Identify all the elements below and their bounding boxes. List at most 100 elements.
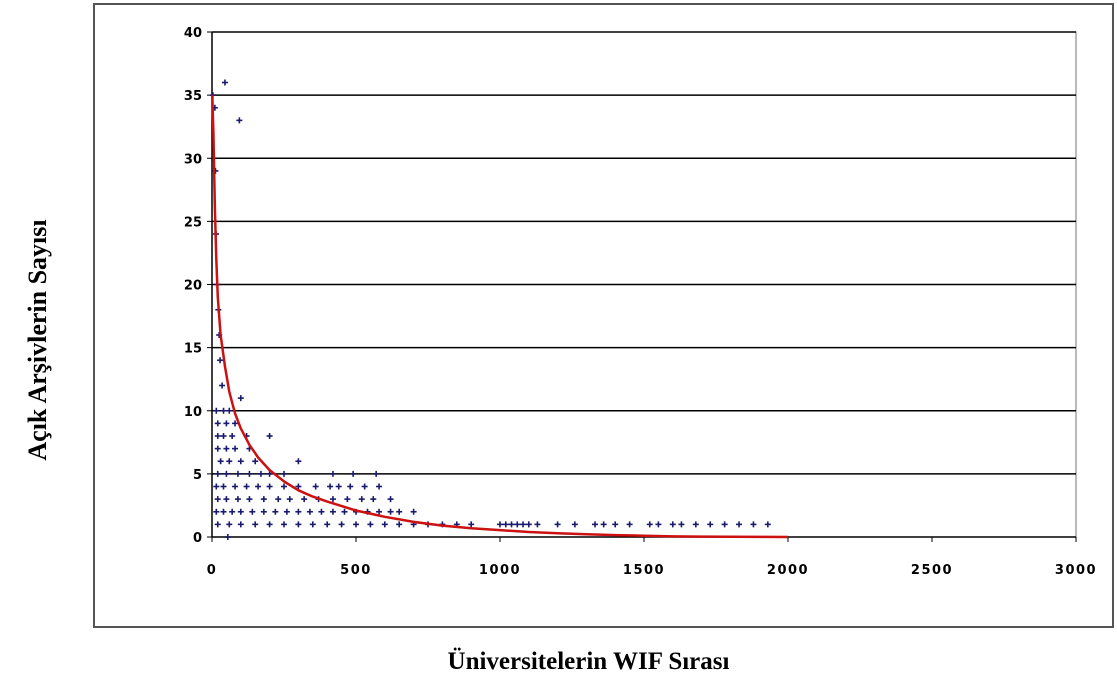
data-point [295, 521, 302, 528]
data-point [387, 496, 394, 503]
data-point [223, 445, 230, 452]
data-point [229, 508, 236, 515]
trend-line [211, 95, 789, 539]
data-point [220, 483, 227, 490]
y-tick-label: 5 [193, 468, 202, 483]
data-point [213, 407, 220, 414]
x-tick-label: 2500 [911, 563, 953, 578]
data-point [221, 79, 228, 86]
data-point [502, 521, 509, 528]
data-point [370, 496, 377, 503]
data-point [220, 407, 227, 414]
data-point [266, 470, 273, 477]
data-point [223, 496, 230, 503]
data-point [592, 521, 599, 528]
data-point [361, 483, 368, 490]
data-point [707, 521, 714, 528]
data-point [373, 470, 380, 477]
data-point [554, 521, 561, 528]
x-tick-label: 1000 [479, 563, 521, 578]
y-tick-label: 0 [193, 531, 202, 546]
data-point [243, 483, 250, 490]
x-axis-label: Üniversitelerin WIF Sırası [447, 648, 730, 675]
data-point [281, 521, 287, 528]
x-tick-label: 1500 [623, 563, 665, 578]
data-point [237, 521, 244, 528]
data-point [217, 458, 224, 465]
data-point [223, 420, 230, 427]
data-point [283, 508, 290, 515]
y-tick-label: 35 [184, 89, 202, 104]
data-point [329, 496, 336, 503]
data-point [312, 483, 319, 490]
data-point [692, 521, 699, 528]
data-point [260, 508, 267, 515]
data-point [626, 521, 633, 528]
data-point [236, 117, 243, 124]
data-point [224, 534, 231, 540]
data-point [255, 483, 262, 490]
data-point [246, 470, 253, 477]
data-point [220, 433, 227, 439]
y-tick-label: 40 [184, 26, 202, 41]
data-point [234, 496, 241, 503]
data-point [252, 521, 259, 528]
data-point [214, 420, 221, 427]
data-point [252, 458, 259, 465]
data-point [520, 521, 527, 528]
data-point [338, 521, 345, 528]
data-point [214, 521, 221, 528]
data-point [226, 458, 233, 465]
data-point [750, 521, 757, 528]
data-point [353, 521, 359, 528]
y-tick-label: 30 [184, 152, 202, 167]
data-point [295, 458, 302, 465]
data-point [497, 521, 503, 528]
data-point [213, 483, 220, 490]
y-tick-label: 20 [184, 279, 202, 294]
data-point [220, 508, 227, 515]
data-point [410, 508, 417, 515]
data-point [347, 483, 354, 490]
data-point [295, 483, 302, 490]
data-point [232, 420, 239, 427]
data-point [234, 470, 241, 477]
data-point [329, 508, 336, 515]
data-point [257, 470, 264, 477]
data-point [275, 496, 282, 503]
data-point [213, 508, 220, 515]
data-point [219, 382, 226, 389]
data-point [281, 483, 287, 490]
data-point [229, 433, 236, 439]
data-point [237, 458, 244, 465]
data-point [358, 496, 365, 503]
y-tick-label: 25 [184, 215, 202, 230]
data-point [246, 496, 253, 503]
data-point [534, 521, 541, 528]
data-point [669, 521, 676, 528]
data-point [286, 496, 293, 503]
data-point [272, 508, 279, 515]
data-point [266, 433, 273, 439]
data-point [249, 508, 256, 515]
data-point [295, 508, 302, 515]
data-point [214, 445, 221, 452]
data-point [350, 470, 357, 477]
data-point [600, 521, 607, 528]
data-point [217, 357, 224, 364]
data-point [344, 496, 351, 503]
data-point [260, 496, 267, 503]
data-point [232, 483, 239, 490]
data-point [329, 470, 336, 477]
data-point [281, 470, 287, 477]
data-point [367, 521, 374, 528]
data-point [525, 521, 532, 528]
data-point [376, 508, 383, 515]
data-point [396, 508, 403, 515]
y-tick-label: 15 [184, 342, 202, 357]
data-point [327, 483, 334, 490]
data-point [341, 508, 348, 515]
y-tick-label: 10 [184, 405, 202, 420]
data-point [324, 521, 331, 528]
